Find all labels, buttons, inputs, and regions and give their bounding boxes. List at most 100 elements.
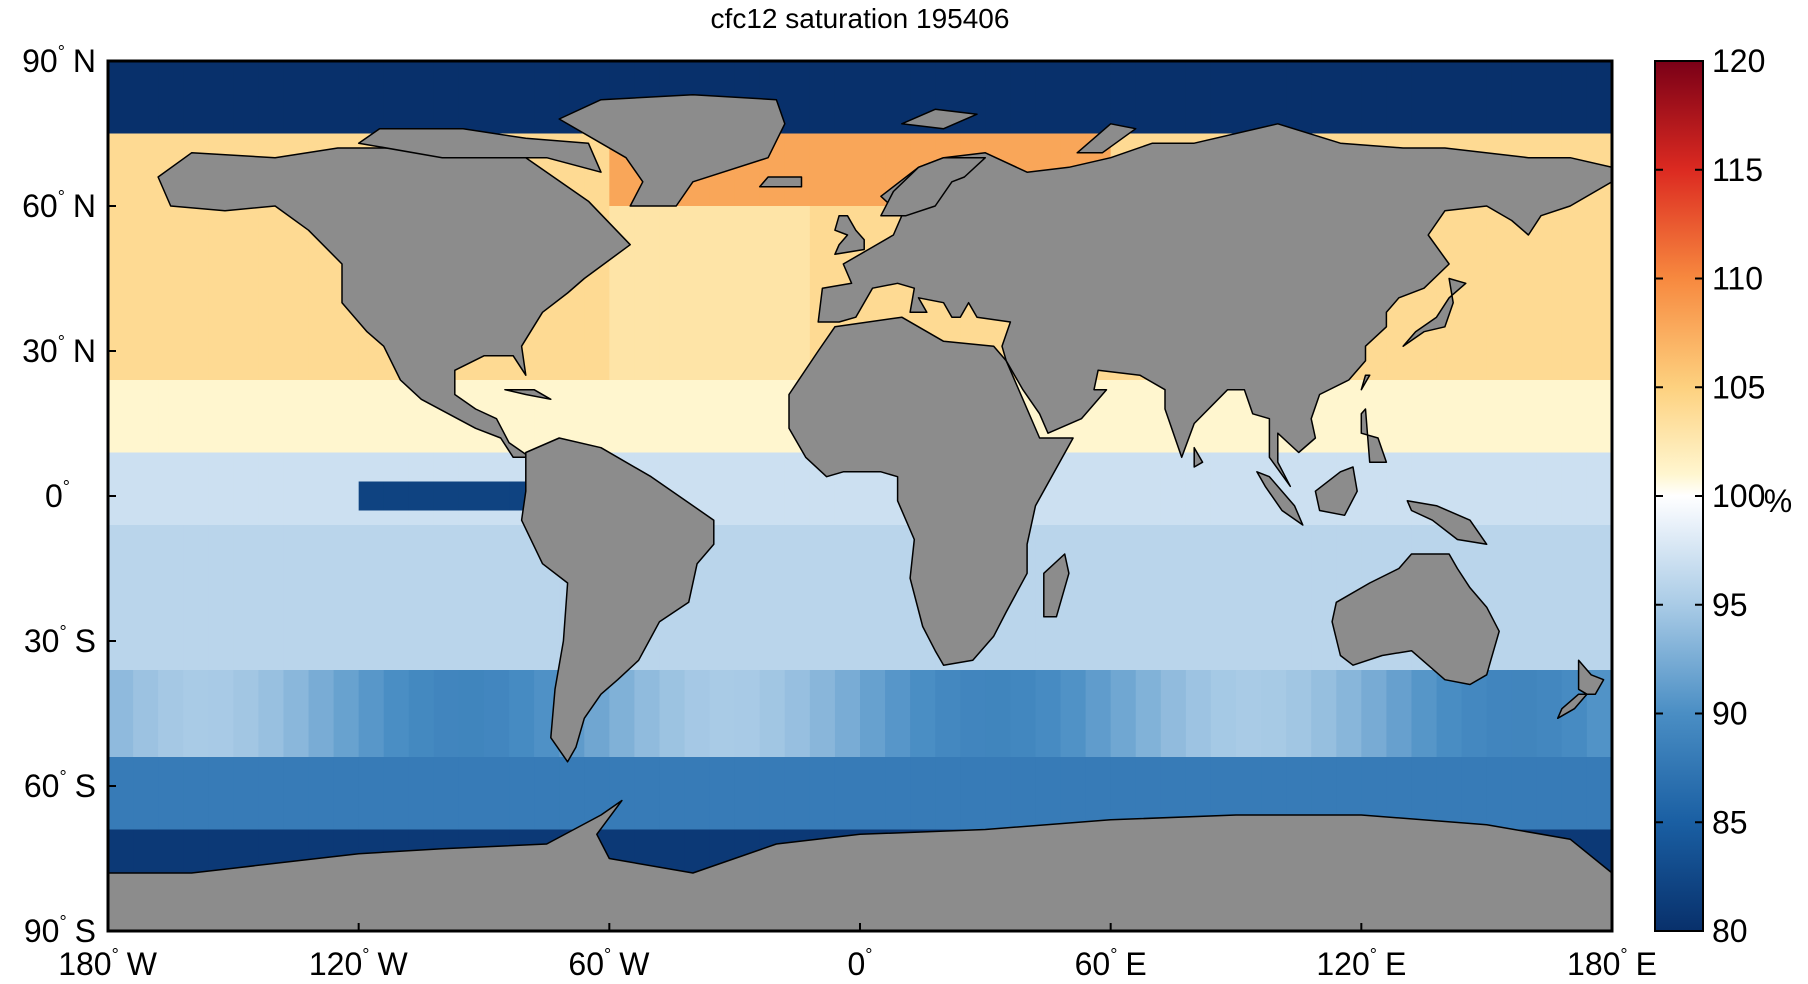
- ocean-cell: [358, 699, 385, 715]
- ocean-cell: [784, 307, 811, 323]
- ocean-cell: [1311, 583, 1337, 599]
- ocean-cell: [1286, 467, 1312, 483]
- ocean-cell: [208, 670, 234, 686]
- ocean-cell: [108, 771, 134, 787]
- ocean-cell: [509, 757, 535, 773]
- ocean-cell: [910, 713, 936, 729]
- ocean-cell: [1286, 104, 1312, 120]
- ocean-cell: [183, 394, 209, 410]
- ocean-cell: [183, 467, 209, 483]
- ocean-cell: [1361, 481, 1387, 497]
- ocean-cell: [709, 568, 736, 584]
- ocean-cell: [709, 829, 736, 845]
- ocean-cell: [860, 481, 886, 497]
- ocean-cell: [534, 670, 560, 686]
- ocean-cell: [1210, 742, 1237, 758]
- ocean-cell: [308, 612, 335, 628]
- ocean-cell: [1236, 481, 1262, 497]
- ocean-cell: [809, 713, 836, 729]
- ocean-cell: [534, 104, 560, 120]
- ocean-cell: [358, 409, 385, 425]
- ocean-cell: [784, 713, 811, 729]
- ocean-cell: [1586, 771, 1612, 787]
- ocean-cell: [559, 757, 585, 773]
- ocean-cell: [784, 525, 811, 541]
- ocean-cell: [308, 655, 335, 671]
- ocean-cell: [1561, 641, 1588, 657]
- ocean-cell: [183, 423, 209, 439]
- ocean-cell: [684, 249, 711, 265]
- ocean-cell: [208, 322, 234, 338]
- ocean-cell: [1210, 757, 1237, 773]
- ocean-cell: [784, 699, 811, 715]
- ocean-cell: [559, 336, 585, 352]
- ocean-cell: [1236, 641, 1262, 657]
- ocean-cell: [1135, 510, 1162, 526]
- ocean-cell: [1386, 336, 1413, 352]
- ocean-cell: [1236, 757, 1262, 773]
- ocean-cell: [133, 815, 159, 831]
- ocean-cell: [1561, 61, 1588, 77]
- ocean-cell: [734, 786, 761, 802]
- ocean-cell: [734, 554, 761, 570]
- ocean-cell: [784, 554, 811, 570]
- ocean-cell: [383, 496, 410, 512]
- ocean-cell: [834, 75, 861, 91]
- ocean-cell: [1286, 452, 1312, 468]
- ocean-cell: [609, 264, 635, 280]
- ocean-cell: [133, 452, 159, 468]
- ocean-cell: [860, 539, 886, 555]
- ocean-cell: [283, 757, 310, 773]
- land-polygon: [520, 437, 715, 763]
- ocean-cell: [985, 815, 1011, 831]
- ocean-cell: [709, 278, 736, 294]
- ocean-cell: [333, 626, 360, 642]
- ocean-cell: [1436, 728, 1463, 744]
- ocean-cell: [433, 597, 460, 613]
- ocean-cell: [784, 206, 811, 222]
- ocean-cell: [308, 510, 335, 526]
- ocean-cell: [534, 90, 560, 106]
- ocean-cell: [910, 815, 936, 831]
- ocean-cell: [1060, 742, 1087, 758]
- land-polygon: [558, 94, 786, 207]
- ocean-cell: [233, 510, 259, 526]
- ocean-cell: [1210, 539, 1237, 555]
- ocean-cell: [609, 728, 635, 744]
- ocean-cell: [233, 626, 259, 642]
- ocean-cell: [1436, 119, 1463, 135]
- ocean-cell: [233, 597, 259, 613]
- ocean-cell: [1561, 380, 1588, 396]
- ocean-cell: [634, 655, 661, 671]
- ocean-cell: [1461, 119, 1488, 135]
- ocean-cell: [634, 365, 661, 381]
- ocean-cell: [283, 815, 310, 831]
- ocean-cell: [860, 177, 886, 193]
- ocean-cell: [1361, 525, 1387, 541]
- ocean-cell: [509, 786, 535, 802]
- ocean-cell: [1085, 539, 1112, 555]
- ocean-cell: [834, 757, 861, 773]
- ocean-cell: [759, 525, 786, 541]
- ocean-cell: [383, 800, 410, 816]
- ocean-cell: [1110, 597, 1137, 613]
- ocean-cell: [233, 235, 259, 251]
- ocean-cell: [1561, 206, 1588, 222]
- ocean-cell: [1160, 684, 1187, 700]
- ocean-cell: [433, 800, 460, 816]
- ocean-cell: [809, 235, 836, 251]
- ocean-cell: [1336, 742, 1362, 758]
- ocean-cell: [108, 699, 134, 715]
- ocean-cell: [784, 815, 811, 831]
- ocean-cell: [1436, 409, 1463, 425]
- ocean-cell: [1586, 699, 1612, 715]
- ocean-cell: [1561, 452, 1588, 468]
- ocean-cell: [860, 554, 886, 570]
- ocean-cell: [258, 467, 285, 483]
- ocean-cell: [1461, 206, 1488, 222]
- ocean-cell: [759, 597, 786, 613]
- ocean-cell: [684, 220, 711, 236]
- ocean-cell: [784, 61, 811, 77]
- ocean-cell: [1511, 133, 1538, 149]
- ocean-cell: [208, 554, 234, 570]
